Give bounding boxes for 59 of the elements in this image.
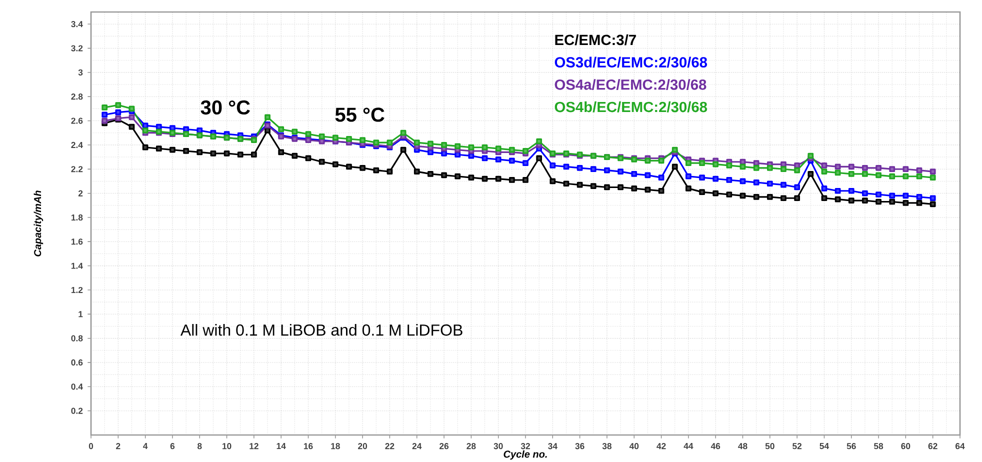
x-tick-label: 36 [575,443,584,450]
annotation: All with 0.1 M LiBOB and 0.1 M LiDFOB [180,324,462,336]
x-tick-label: 46 [710,443,720,450]
x-tick-label: 0 [88,443,94,450]
x-tick-label: 38 [602,443,612,450]
x-tick-label: 18 [331,443,340,450]
y-tick-label: 1.4 [71,262,83,269]
x-tick-label: 4 [143,443,148,450]
x-tick-label: 54 [820,443,829,450]
text: OS3d/EC/EMC:2/30/68 [554,56,708,68]
y-tick-label: 2.4 [71,142,83,148]
x-tick-label: 34 [548,443,558,450]
x-tick-label: 14 [276,443,286,450]
text: OS4a/EC/EMC:2/30/68 [554,79,706,90]
y-tick-label: 3.4 [71,21,83,28]
x-tick-label: 26 [440,443,449,450]
y-tick-label: 0.8 [71,335,83,342]
x-tick-label: 20 [358,443,368,450]
y-tick-label: 0.4 [71,384,83,390]
y-tick-label: 2.6 [71,118,83,124]
annotation: 30 °C [200,100,250,115]
x-tick-label: 32 [520,443,530,450]
x-tick-label: 2 [116,443,120,450]
text: OS4b/EC/EMC:2/30/68 [554,101,708,112]
y-tick-label: 1.8 [71,214,83,221]
y-tick-label: 1.6 [71,238,83,245]
text: EC/EMC:3/7 [555,34,636,46]
x-tick-label: 52 [792,443,802,450]
x-tick-label: 30 [494,443,503,450]
x-tick-label: 48 [738,443,748,450]
y-tick-label: 1 [78,311,83,318]
annotation: 55 °C [335,108,384,122]
y-tick-label: 0.6 [71,359,83,366]
y-tick-label: 2.2 [71,166,83,172]
y-tick-label: 3 [78,69,83,76]
x-tick-label: 58 [874,443,884,450]
x-tick-label: 24 [412,443,422,450]
x-tick-label: 12 [250,443,258,450]
x-tick-label: 56 [846,443,856,450]
y-tick-label: 2 [78,190,83,196]
x-tick-label: 40 [629,443,639,450]
x-tick-label: 62 [928,443,938,450]
x-tick-label: 44 [684,443,694,450]
y-tick-label: 1.2 [71,286,83,293]
y-tick-label: 0.2 [71,408,83,414]
x-axis-title: Cycle no. [504,450,547,460]
x-tick-label: 16 [304,443,313,450]
y-tick-label: 2.8 [71,94,83,100]
y-axis-title: Capacity/mAh [34,190,44,256]
x-tick-label: 64 [955,443,965,450]
x-tick-label: 28 [466,443,476,450]
x-tick-label: 42 [656,443,666,450]
x-tick-label: 8 [197,443,202,450]
x-tick-label: 22 [385,443,394,450]
x-tick-label: 10 [222,443,232,450]
y-tick-label: 3.2 [71,45,83,52]
x-tick-label: 60 [901,443,910,450]
x-tick-label: 50 [765,443,774,450]
x-tick-label: 6 [170,443,175,450]
